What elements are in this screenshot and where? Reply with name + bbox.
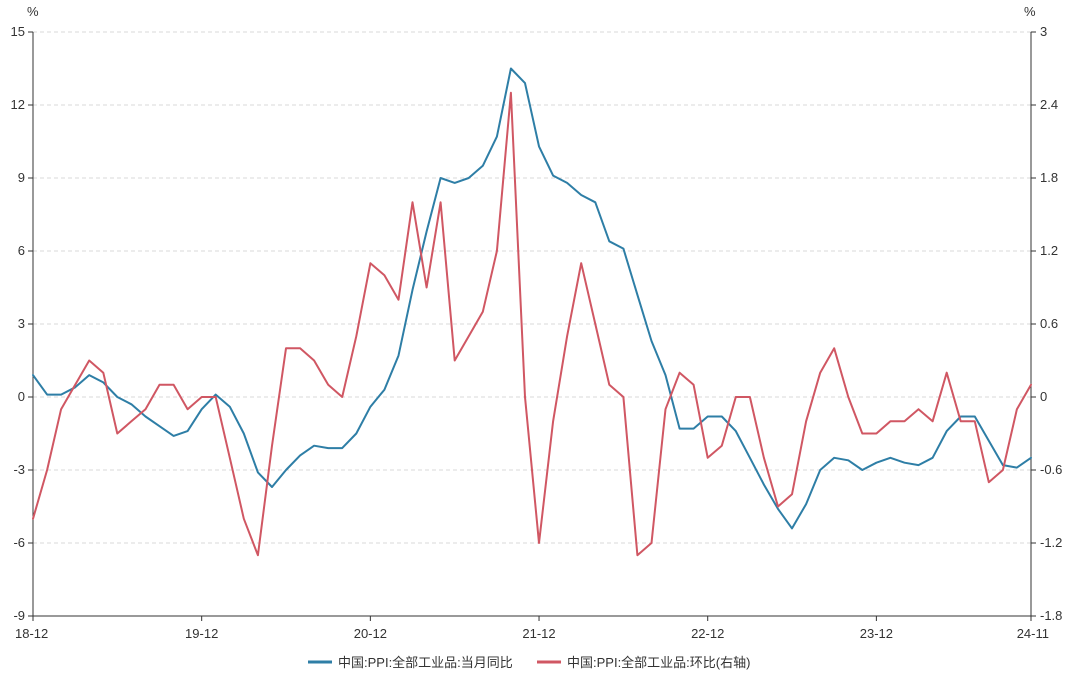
left-tick-label: 12 xyxy=(11,97,25,112)
x-tick-label: 23-12 xyxy=(860,626,893,641)
right-tick-label: 3 xyxy=(1040,24,1047,39)
x-tick-label: 24-11 xyxy=(1017,626,1049,641)
left-tick-label: 3 xyxy=(18,316,25,331)
left-tick-label: -6 xyxy=(13,535,25,550)
legend-label: 中国:PPI:全部工业品:环比(右轴) xyxy=(567,655,750,670)
x-tick-label: 18-12 xyxy=(15,626,48,641)
right-axis-ticks: 3 2.4 1.8 1.2 0.6 0 -0.6 -1.2 -1.8 xyxy=(1031,24,1062,623)
left-tick-label: -9 xyxy=(13,608,25,623)
right-tick-label: 2.4 xyxy=(1040,97,1058,112)
x-tick-label: 21-12 xyxy=(522,626,555,641)
series-line-yoy-left xyxy=(32,67,1032,530)
left-tick-label: 15 xyxy=(11,24,25,39)
legend-label: 中国:PPI:全部工业品:当月同比 xyxy=(338,655,513,670)
left-tick-label: 0 xyxy=(18,389,25,404)
right-tick-label: -1.8 xyxy=(1040,608,1062,623)
left-axis-ticks: 15 12 9 6 3 0 -3 -6 -9 xyxy=(11,24,33,623)
x-tick-label: 22-12 xyxy=(691,626,724,641)
right-tick-label: 0 xyxy=(1040,389,1047,404)
x-tick-label: 20-12 xyxy=(354,626,387,641)
left-tick-label: 6 xyxy=(18,243,25,258)
right-tick-label: 1.8 xyxy=(1040,170,1058,185)
series-lines xyxy=(32,67,1032,557)
x-axis-ticks: 18-12 19-12 20-12 21-12 22-12 23-12 24-11 xyxy=(15,616,1049,641)
left-axis-unit: % xyxy=(27,4,39,19)
right-tick-label: -1.2 xyxy=(1040,535,1062,550)
right-tick-label: -0.6 xyxy=(1040,462,1062,477)
right-axis-unit: % xyxy=(1024,4,1036,19)
x-tick-label: 19-12 xyxy=(185,626,218,641)
legend: 中国:PPI:全部工业品:当月同比 中国:PPI:全部工业品:环比(右轴) xyxy=(308,655,750,670)
series-line-mom-right xyxy=(32,91,1032,557)
right-tick-label: 0.6 xyxy=(1040,316,1058,331)
left-tick-label: -3 xyxy=(13,462,25,477)
left-tick-label: 9 xyxy=(18,170,25,185)
right-tick-label: 1.2 xyxy=(1040,243,1058,258)
